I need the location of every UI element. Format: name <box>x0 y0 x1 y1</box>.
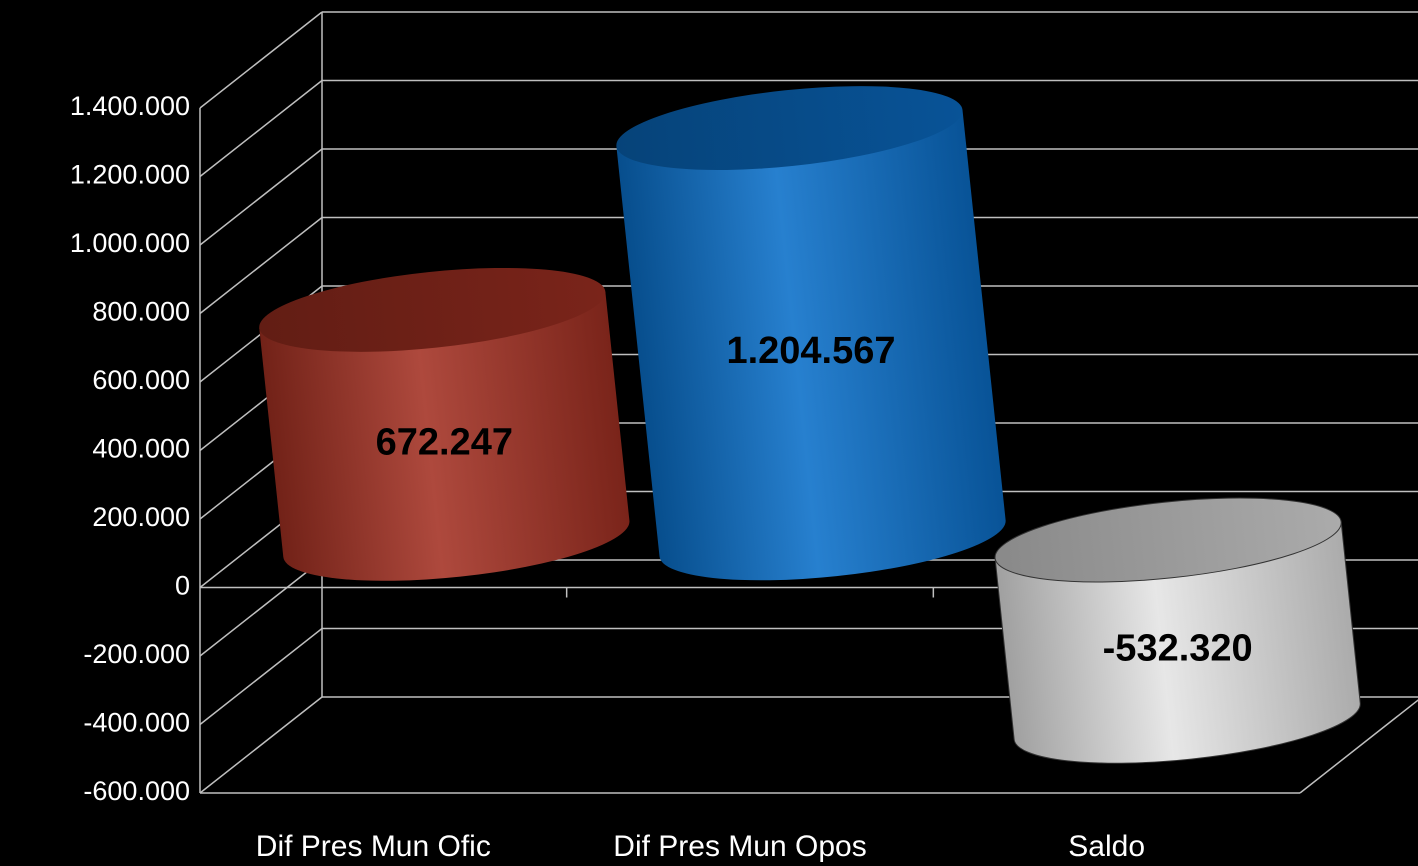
grid-line <box>199 559 323 657</box>
x-tick-label: Dif Pres Mun Ofic <box>256 830 491 863</box>
y-tick-label: 200.000 <box>92 502 190 532</box>
grid-line <box>199 696 323 794</box>
cylinder <box>616 86 1006 581</box>
cylinder <box>259 267 630 581</box>
value-label: 1.204.567 <box>726 330 895 372</box>
y-tick-label: -400.000 <box>83 708 190 738</box>
y-tick-label: -600.000 <box>83 776 190 806</box>
cylinder-top <box>994 497 1342 583</box>
cylinder-body <box>259 291 630 581</box>
grid-line <box>199 148 323 246</box>
grid-line <box>199 11 323 109</box>
x-tick-label: Saldo <box>1068 830 1145 863</box>
x-tick-label: Dif Pres Mun Opos <box>613 830 866 863</box>
cylinder-top <box>616 86 963 171</box>
cylinder-body <box>616 109 1006 581</box>
grid-line <box>199 216 323 315</box>
y-tick-label: 1.400.000 <box>70 91 190 121</box>
y-tick-label: 1.000.000 <box>70 228 190 258</box>
grid-line <box>199 627 323 726</box>
value-label: 672.247 <box>376 421 513 463</box>
floor-line <box>1299 699 1418 794</box>
cylinder-top <box>259 267 606 352</box>
y-tick-label: 0 <box>175 571 190 601</box>
y-tick-label: 1.200.000 <box>70 160 190 190</box>
y-tick-label: 400.000 <box>92 434 190 464</box>
cylinder <box>994 497 1361 764</box>
value-label: -532.320 <box>1103 628 1253 670</box>
grid-line <box>199 79 323 178</box>
y-tick-label: -200.000 <box>83 639 190 669</box>
y-tick-label: 800.000 <box>92 297 190 327</box>
y-tick-label: 600.000 <box>92 365 190 395</box>
